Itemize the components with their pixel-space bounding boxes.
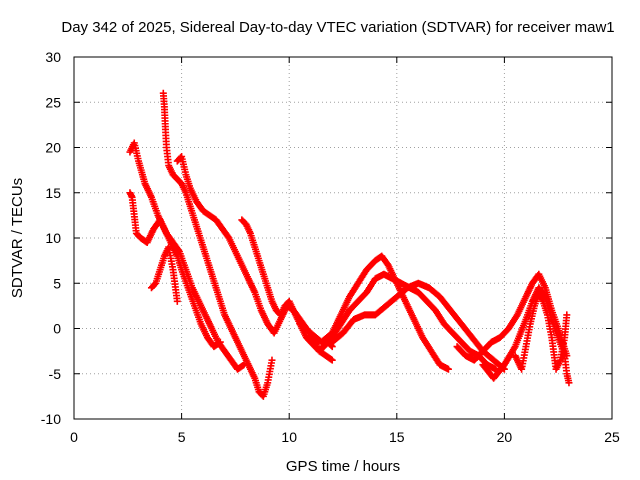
x-tick-label: 20 [497, 429, 513, 445]
x-tick-label: 10 [281, 429, 297, 445]
axis-ticks: 0 5 10 15 20 25 -10 -5 0 5 10 15 20 25 30 [41, 49, 620, 445]
series-track-k [511, 288, 571, 373]
data-points [126, 89, 573, 400]
series-track-f [296, 252, 452, 373]
series-track-h [328, 279, 508, 373]
series-track-g [320, 270, 500, 373]
data-point [328, 356, 336, 364]
x-tick-label: 0 [70, 429, 78, 445]
data-point [173, 297, 181, 305]
data-point [510, 344, 518, 352]
y-tick-label: 15 [45, 185, 61, 201]
y-tick-label: 10 [45, 230, 61, 246]
series-track-b [126, 189, 248, 373]
x-tick-label: 25 [604, 429, 620, 445]
y-tick-label: -5 [49, 366, 62, 382]
chart-title: Day 342 of 2025, Sidereal Day-to-day VTE… [61, 19, 614, 36]
grid-lines [74, 57, 612, 419]
data-point [268, 356, 276, 364]
y-tick-label: 5 [53, 275, 61, 291]
x-tick-label: 5 [178, 429, 186, 445]
data-point [563, 311, 571, 319]
y-tick-label: 0 [53, 321, 61, 337]
x-axis-label: GPS time / hours [286, 458, 400, 475]
y-tick-label: 25 [45, 94, 61, 110]
y-tick-label: 20 [45, 140, 61, 156]
data-point [175, 246, 183, 254]
series-track-c [159, 89, 276, 400]
x-tick-label: 15 [389, 429, 405, 445]
series-track-l [147, 243, 181, 305]
y-tick-label: 30 [45, 49, 61, 65]
data-point [565, 379, 573, 387]
y-axis-label: SDTVAR / TECUs [9, 178, 26, 298]
data-point [444, 365, 452, 373]
y-tick-label: -10 [41, 411, 61, 427]
data-point [327, 341, 335, 349]
